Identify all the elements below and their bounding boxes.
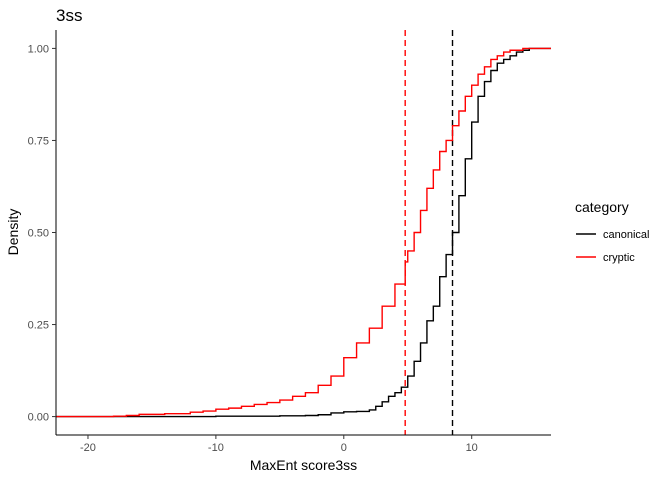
- y-tick-label: 0.25: [28, 320, 49, 332]
- x-tick-label: -20: [80, 442, 96, 454]
- x-tick-label: 10: [466, 442, 478, 454]
- y-tick-label: 0.50: [28, 228, 49, 240]
- x-axis-title: MaxEnt score3ss: [250, 457, 357, 473]
- x-tick-label: 0: [341, 442, 347, 454]
- x-tick-label: -10: [208, 442, 224, 454]
- series-line-canonical: [56, 47, 551, 418]
- y-axis-ticks: 0.00 0.25 0.50 0.75 1.00: [28, 43, 56, 424]
- legend-title: category: [575, 199, 629, 215]
- legend-label-canonical: canonical: [603, 229, 649, 241]
- chart-title: 3ss: [56, 6, 82, 25]
- legend-items: canonical cryptic: [576, 229, 649, 264]
- y-tick-label: 0.00: [28, 412, 49, 424]
- x-axis-ticks: -20 -10 0 10: [80, 435, 478, 454]
- series-line-cryptic: [56, 47, 551, 418]
- y-axis-title: Density: [5, 209, 21, 256]
- y-tick-label: 0.75: [28, 135, 49, 147]
- legend-label-cryptic: cryptic: [603, 252, 635, 264]
- legend: category canonical cryptic: [575, 199, 649, 264]
- y-tick-label: 1.00: [28, 43, 49, 55]
- plot-area: [56, 30, 551, 435]
